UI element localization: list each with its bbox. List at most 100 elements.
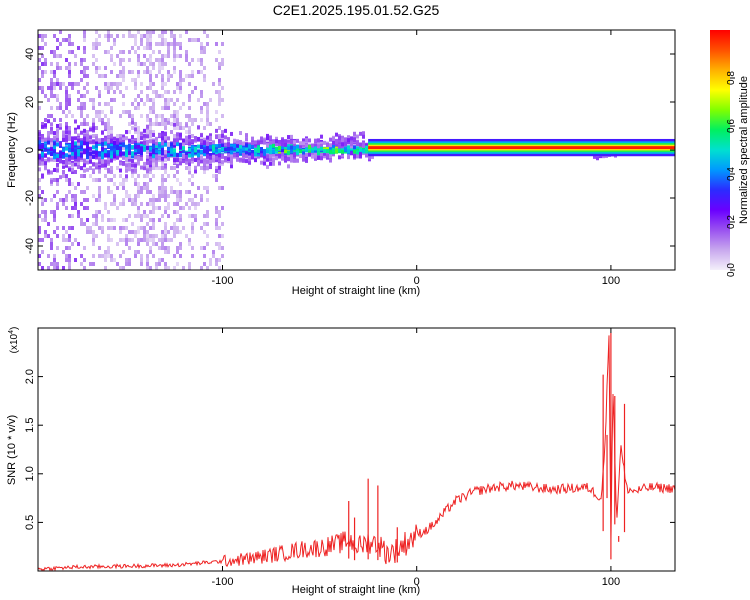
spectrogram-cell bbox=[86, 218, 89, 222]
spectrogram-cell bbox=[161, 114, 164, 118]
spectrogram-cell bbox=[50, 126, 53, 131]
spectrogram-cell bbox=[125, 174, 128, 179]
spectrogram-cell bbox=[47, 134, 50, 138]
spectrogram-cell bbox=[101, 254, 104, 258]
spectrogram-cell bbox=[362, 131, 365, 136]
spectrogram-cell bbox=[41, 124, 44, 129]
spectrogram-cell bbox=[305, 152, 308, 157]
spectrogram-cell bbox=[59, 54, 62, 58]
snr-multiplier-label: (x104) bbox=[8, 327, 20, 354]
spectrogram-cell bbox=[92, 122, 95, 127]
spectrogram-cell bbox=[56, 262, 59, 266]
spectrogram-cell bbox=[281, 138, 284, 143]
spectrogram-cell bbox=[41, 160, 44, 165]
spectrogram-cell bbox=[62, 164, 65, 169]
spectrogram-cell bbox=[113, 98, 116, 102]
spectrogram-cell bbox=[161, 30, 164, 34]
snr-series bbox=[38, 332, 675, 571]
spectrogram-cell bbox=[167, 46, 170, 50]
spectrogram-cell bbox=[248, 144, 251, 149]
spectrogram-cell bbox=[275, 142, 278, 147]
spectrogram-cell bbox=[110, 254, 113, 258]
spectrogram-cell bbox=[188, 98, 191, 102]
spectrogram-cell bbox=[146, 98, 149, 102]
snr-multiplier-close: ) bbox=[9, 327, 20, 330]
spectrogram-cell bbox=[275, 156, 278, 161]
spectrogram-cell bbox=[158, 70, 161, 74]
spectrogram-cell bbox=[41, 46, 44, 50]
spectrogram-cell bbox=[200, 42, 203, 46]
spectrogram-cell bbox=[41, 174, 44, 179]
spectrogram-cell bbox=[164, 186, 167, 190]
spectrogram-cell bbox=[77, 46, 80, 50]
spectrogram-cell bbox=[86, 206, 89, 210]
spectrogram-cell bbox=[170, 190, 173, 194]
spectrogram-cell bbox=[95, 114, 98, 118]
spectrogram-cell bbox=[323, 140, 326, 145]
spectrogram-cell bbox=[191, 198, 194, 202]
spectrogram-cell bbox=[323, 151, 326, 156]
spectrogram-cell bbox=[131, 202, 134, 206]
spectrogram-cell bbox=[59, 123, 62, 128]
spectrogram-cell bbox=[104, 258, 107, 262]
spectrogram-cell bbox=[140, 82, 143, 86]
spectrogram-cell bbox=[155, 206, 158, 210]
spectrogram-cell bbox=[65, 137, 68, 142]
spectrogram-cell bbox=[152, 198, 155, 202]
spectrogram-cell bbox=[188, 126, 191, 130]
spectrogram-cell bbox=[53, 155, 56, 160]
spectrogram-cell bbox=[200, 94, 203, 98]
spectrogram-cell bbox=[185, 30, 188, 34]
spectrogram-cell bbox=[53, 151, 56, 156]
spectrogram-cell bbox=[56, 182, 59, 186]
spectrogram-cell bbox=[311, 147, 314, 152]
spectrogram-cell bbox=[191, 174, 194, 178]
spectrogram-cell bbox=[131, 238, 134, 242]
spectrogram-cell bbox=[170, 226, 173, 230]
spectrogram-cell bbox=[77, 142, 80, 146]
spectrogram-cell bbox=[293, 153, 296, 158]
spectrogram-cell bbox=[173, 174, 176, 178]
spectrogram-cell bbox=[83, 86, 86, 90]
spectrogram-cell bbox=[53, 210, 56, 214]
spectrogram-cell bbox=[101, 226, 104, 230]
spectrogram-cell bbox=[221, 146, 224, 151]
spectrogram-cell bbox=[191, 70, 194, 74]
spectrogram-cell bbox=[167, 120, 170, 125]
spectrogram-cell bbox=[167, 214, 170, 218]
spectrogram-cell bbox=[281, 149, 284, 154]
spectrogram-cell bbox=[203, 222, 206, 226]
spectrogram-cell bbox=[257, 147, 260, 152]
spectrogram-cell bbox=[107, 30, 110, 34]
spectrogram-cell bbox=[167, 78, 170, 82]
spectrogram-cell bbox=[89, 98, 92, 102]
spectrogram-cell bbox=[143, 182, 146, 186]
spectrogram-cell bbox=[203, 166, 206, 171]
spectrogram-cell bbox=[206, 42, 209, 46]
spectrogram-cell bbox=[56, 82, 59, 86]
spectrogram-cell bbox=[146, 42, 149, 46]
spectrogram-cell bbox=[200, 145, 203, 150]
spectrogram-cell bbox=[200, 58, 203, 62]
spectrogram-cell bbox=[158, 42, 161, 46]
spectrogram-cell bbox=[185, 202, 188, 206]
spectrogram-cell bbox=[179, 122, 182, 126]
spectrogram-cell bbox=[182, 226, 185, 230]
spectrogram-cell bbox=[221, 234, 224, 238]
spectrogram-cell bbox=[71, 194, 74, 198]
spectrogram-cell bbox=[146, 130, 149, 134]
spectrogram-cell bbox=[167, 202, 170, 206]
spectrogram-cell bbox=[284, 139, 287, 144]
spectrogram-cell bbox=[113, 198, 116, 202]
spectrogram-cell bbox=[137, 94, 140, 98]
spectrogram-cell bbox=[137, 206, 140, 210]
spectrogram-cell bbox=[131, 222, 134, 226]
spectrogram-cell bbox=[203, 50, 206, 54]
spectrogram-cell bbox=[158, 258, 161, 262]
spectrogram-cell bbox=[119, 137, 122, 142]
spectrogram-cell bbox=[59, 66, 62, 70]
spectrogram-cell bbox=[179, 198, 182, 202]
spectrogram-cell bbox=[56, 131, 59, 136]
spectrogram-cell bbox=[215, 58, 218, 62]
spectrogram-cell bbox=[77, 125, 80, 130]
